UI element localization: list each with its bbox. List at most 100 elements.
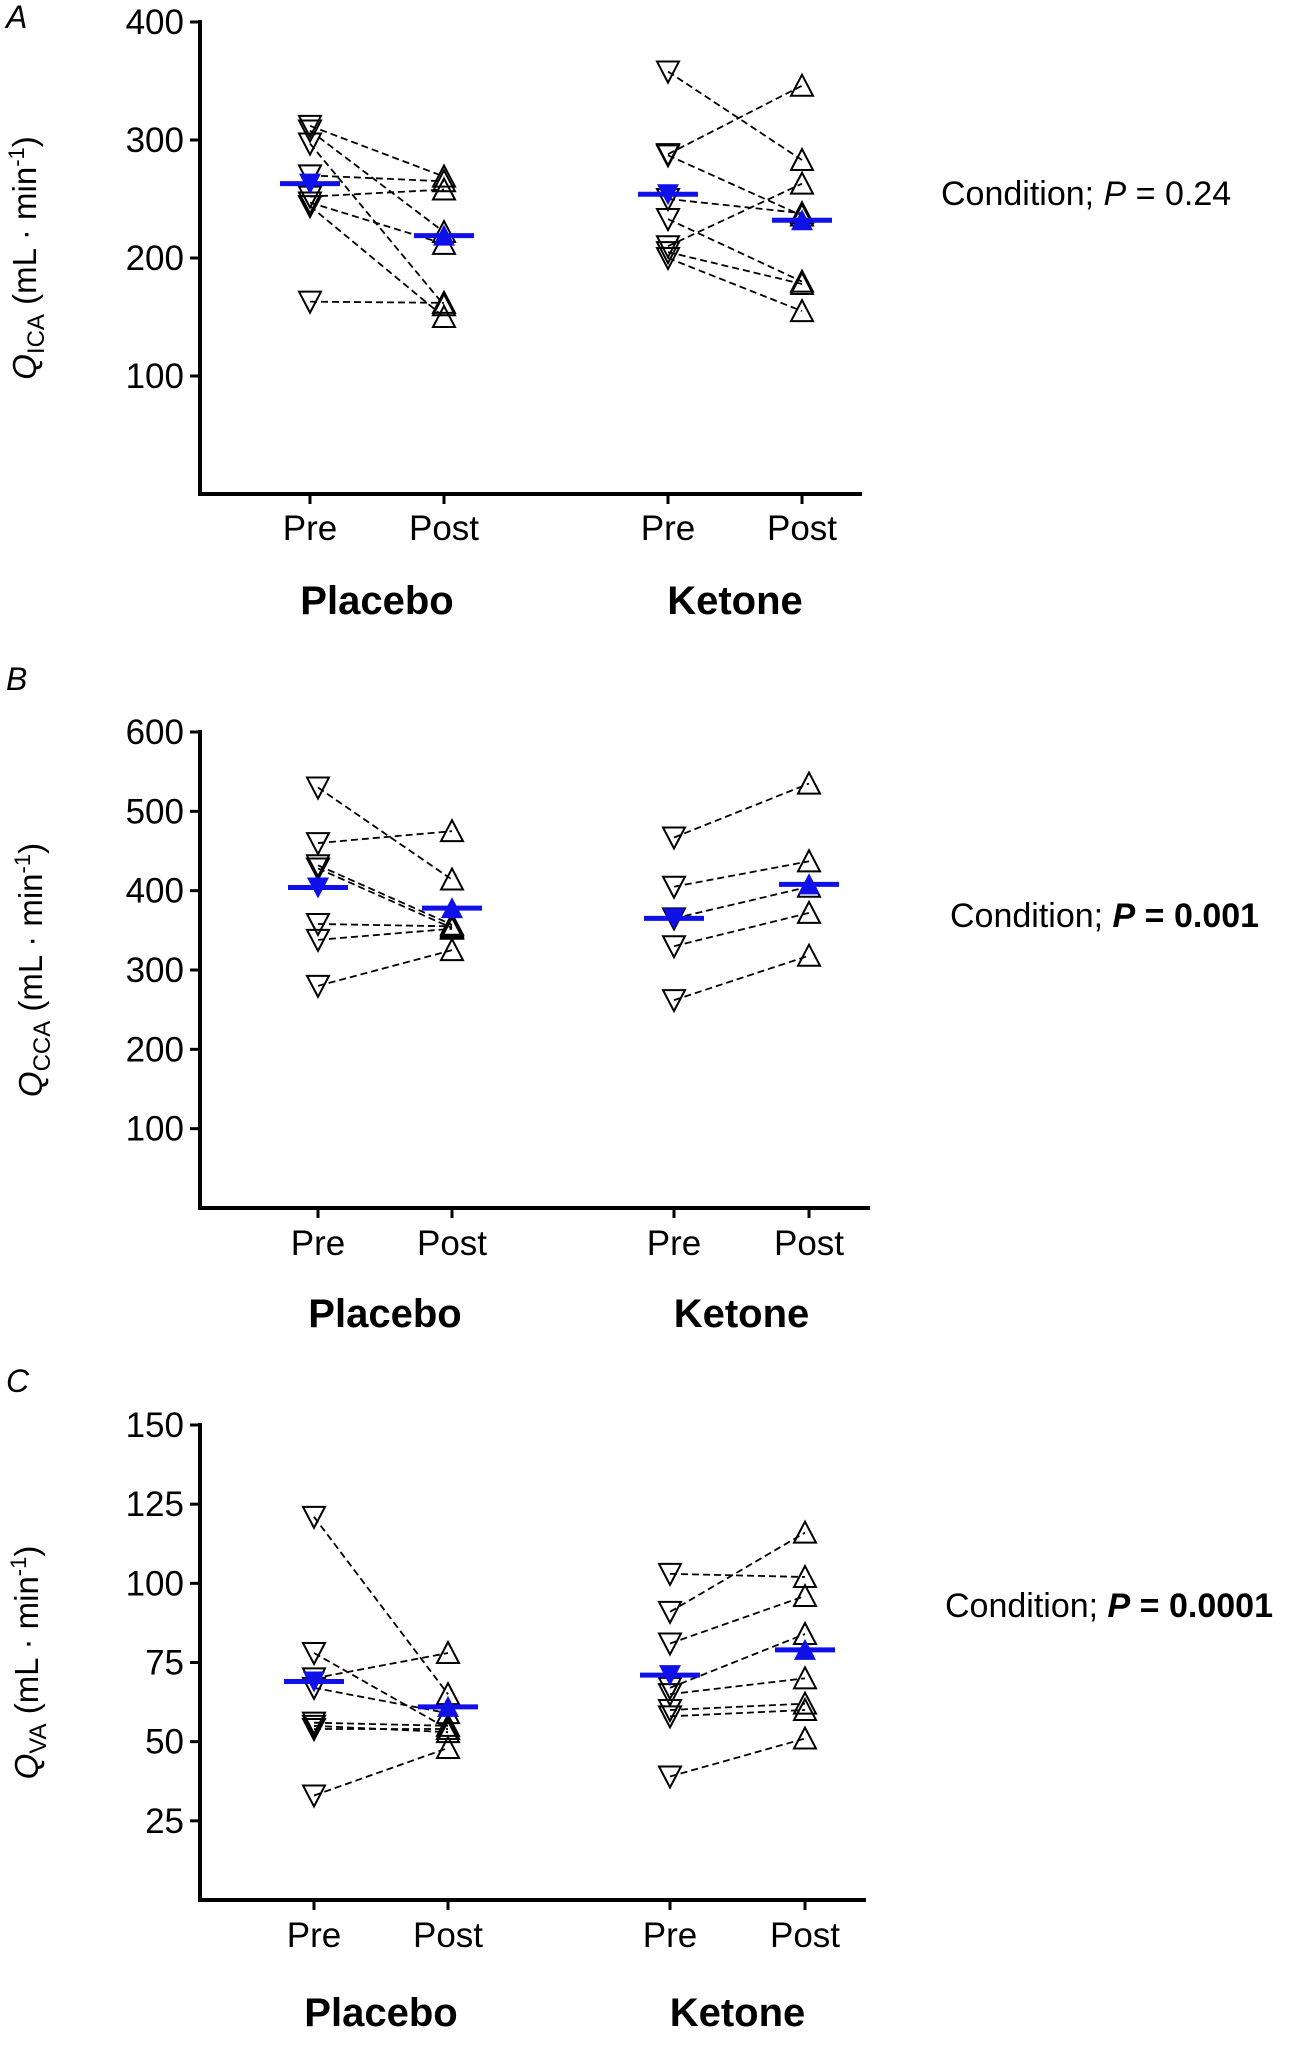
subject-line [317,830,453,844]
x-tick-label: Pre [287,1916,341,1955]
subject-line [669,1709,806,1718]
y-label-units: (mL · min [12,873,49,1020]
post-point [789,170,815,195]
post-point [431,292,457,317]
pre-point [657,1632,683,1657]
annotation-value: = 0.24 [1126,175,1231,213]
y-label-q: Q [6,354,43,380]
subject-line [673,885,810,920]
annotation-prefix: Condition; [945,1587,1108,1625]
y-tick-label: 400 [126,872,184,911]
group-label: Placebo [304,1991,457,2035]
subject-line [313,1721,449,1727]
x-tick-label: Post [770,1916,840,1955]
pre-point [297,114,323,139]
y-tick-label: 150 [126,1406,184,1445]
x-tick-label: Pre [641,509,695,548]
panel-A: A 100 200 300 400 QICA (mL · min-1) Pre Post Pre… [4,0,1231,623]
subject-line [317,786,453,881]
mean-marker-pre [307,877,329,899]
mean-marker-pre [657,184,679,206]
y-tick-label: 25 [145,1802,184,1841]
post-point [431,303,457,328]
post-point [792,1690,818,1715]
annotation-p: P [1108,1587,1131,1625]
subject-line [309,142,445,306]
mean-marker-pre [299,173,321,195]
post-point [431,168,457,193]
x-tick-label: Post [409,509,479,548]
subject-line [309,188,445,198]
mean-marker-post [433,224,455,246]
y-tick-label: 125 [126,1485,184,1524]
pre-point [655,144,681,169]
subject-line [667,182,803,248]
pre-point [301,1711,327,1736]
subject-line [309,124,445,178]
condition-annotation: Condition; P = 0.001 [950,897,1259,935]
y-label-q: Q [12,1071,49,1097]
panel-C: C 25 50 75 100 125 150 QVA (mL · min-1) Pre Post P… [6,1363,1273,2035]
y-label-close: ) [6,136,43,147]
post-point [435,1734,461,1759]
pre-point [305,974,331,1000]
y-tick-label: 200 [126,1030,184,1069]
panel-letter: A [4,0,27,35]
pre-point [305,776,331,801]
pre-point [305,912,331,938]
post-point [439,866,465,891]
subject-line [669,1737,806,1778]
pre-point [297,119,323,144]
y-tick-label: 400 [126,3,184,42]
y-label-q: Q [8,1754,45,1780]
post-point [789,270,815,295]
subject-line [667,154,803,217]
pre-point [297,195,323,220]
subject-line [667,84,803,155]
subject-line [313,1652,449,1730]
pre-point [661,826,687,851]
pre-point [305,832,331,857]
post-point [796,899,822,924]
post-point [796,770,822,795]
post-point [796,848,822,873]
mean-marker-pre [303,1671,325,1693]
subject-line [309,300,445,304]
subject-line [317,864,453,926]
x-tick-label: Post [413,1916,483,1955]
subject-line [667,198,803,215]
subject-line [667,257,803,312]
mean-marker-post [441,897,463,919]
subject-line [673,782,810,839]
y-axis-label: QVA (mL · min-1) [6,1546,52,1780]
post-point [439,913,465,938]
pre-point [301,1505,327,1530]
subject-line [673,954,810,1002]
subject-line [667,218,803,283]
subject-line [669,1595,806,1645]
mean-marker-pre [659,1665,681,1687]
y-tick-label: 300 [126,951,184,990]
mean-marker-post [437,1695,459,1717]
subject-line [317,923,453,928]
y-label-sup: -1 [6,1557,31,1577]
y-tick-label: 75 [145,1644,184,1683]
pre-point [657,1699,683,1724]
pre-point [655,241,681,266]
pre-point [301,1784,327,1809]
group-label: Ketone [670,1991,806,2035]
pre-point [297,132,323,157]
y-axis-label: QICA (mL · min-1) [4,136,50,380]
pre-point [305,928,331,954]
post-point [792,1665,818,1690]
group-label: Ketone [674,1292,810,1336]
y-label-sup: -1 [4,147,29,167]
post-point [796,942,822,967]
mean-marker-pre [663,908,685,930]
subject-line [309,205,445,318]
post-point [792,1582,818,1607]
post-point [789,268,815,293]
panel-letter: B [6,661,27,697]
pre-point [305,857,331,882]
subject-line [673,912,810,948]
